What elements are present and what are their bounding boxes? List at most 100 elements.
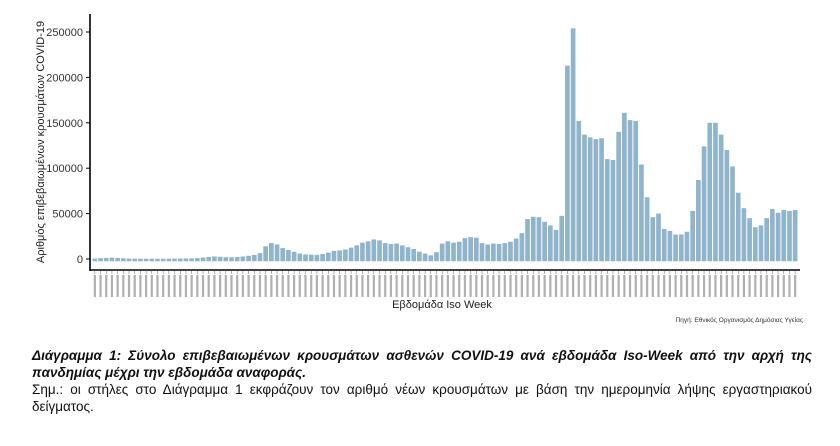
x-tick-label-blur — [611, 275, 615, 297]
x-tick-label-blur — [560, 275, 563, 297]
bar — [331, 250, 337, 262]
x-tick-label-blur — [372, 275, 375, 297]
x-tick-label-blur — [651, 275, 654, 297]
x-tick-label-blur — [452, 275, 455, 297]
bar — [166, 258, 172, 262]
bar — [206, 257, 212, 262]
bar — [701, 146, 707, 262]
x-tick-label-blur — [127, 275, 131, 297]
bar — [565, 65, 570, 262]
bar — [502, 243, 508, 262]
bar — [730, 166, 735, 262]
x-tick-label-blur — [685, 275, 689, 297]
bar — [707, 122, 713, 262]
bar — [365, 241, 371, 262]
bar — [462, 238, 468, 262]
y-tick-label: 250000 — [46, 27, 83, 39]
bar — [314, 254, 320, 262]
x-tick-label-blur — [179, 275, 182, 297]
bar — [718, 134, 724, 262]
bar — [485, 244, 491, 262]
x-tick-label-blur — [617, 275, 620, 297]
figure-caption: Διάγραμμα 1: Σύνολο επιβεβαιωμένων κρουσ… — [32, 347, 812, 415]
bar — [320, 254, 325, 262]
bar — [525, 219, 530, 262]
x-tick-label-blur — [196, 275, 199, 297]
bar — [570, 28, 576, 262]
x-tick-label-blur — [702, 275, 706, 297]
bar — [405, 247, 411, 262]
x-tick-label-blur — [133, 275, 136, 297]
bar — [747, 218, 752, 262]
bar — [724, 150, 730, 262]
bar — [280, 248, 286, 262]
x-tick-label-blur — [554, 275, 558, 297]
bar — [382, 243, 388, 262]
x-tick-label-blur — [429, 275, 432, 297]
bar — [394, 243, 399, 262]
bar — [417, 251, 422, 262]
bar — [451, 242, 456, 262]
x-tick-label-blur — [754, 275, 757, 297]
y-tick-label: 200000 — [46, 72, 83, 84]
caption-title: Διάγραμμα 1: Σύνολο επιβεβαιωμένων κρουσ… — [32, 348, 812, 380]
x-tick-label-blur — [105, 275, 108, 297]
bar — [599, 138, 604, 262]
x-tick-label-blur — [395, 275, 398, 297]
x-tick-label-blur — [355, 275, 358, 297]
bar — [92, 258, 98, 262]
bar — [274, 244, 280, 262]
bar — [411, 249, 417, 262]
bar — [473, 237, 479, 262]
bar — [439, 243, 445, 262]
bar — [160, 258, 166, 262]
bar — [713, 122, 718, 262]
x-tick-label-blur — [201, 275, 205, 297]
x-tick-label-blur — [406, 275, 410, 297]
x-tick-label-blur — [224, 275, 227, 297]
covid-weekly-cases-chart: 0 50000 100000 150000 200000 250000 Αριθμός ε… — [35, 14, 803, 324]
x-tick-label-blur — [520, 275, 523, 297]
bar — [183, 258, 189, 262]
x-tick-label-blur — [236, 275, 239, 297]
x-tick-label-blur — [492, 275, 495, 297]
x-tick-label-blur — [321, 275, 324, 297]
x-tick-label-blur — [116, 275, 119, 297]
bar — [696, 180, 701, 262]
bar — [690, 210, 695, 262]
x-tick-label-blur — [509, 275, 512, 297]
caption-note: Σημ.: οι στήλες στο Διάγραμμα 1 εκφράζου… — [32, 382, 812, 414]
x-tick-label-blur — [332, 275, 336, 297]
x-tick-label-blur — [566, 275, 569, 297]
x-tick-label-blur — [264, 275, 267, 297]
bar — [354, 245, 360, 262]
bar — [115, 257, 120, 262]
bar — [479, 243, 485, 262]
bar — [126, 258, 132, 262]
bar — [593, 139, 599, 262]
x-tick-label-blur — [293, 275, 296, 297]
bar — [530, 216, 536, 262]
x-tick-label-blur — [788, 275, 791, 297]
bar — [234, 257, 240, 262]
bar — [627, 120, 633, 262]
x-tick-label-blur — [634, 275, 637, 297]
bar — [223, 257, 229, 262]
x-tick-marks — [93, 271, 797, 297]
x-tick-label-blur — [737, 275, 740, 297]
x-tick-label-blur — [281, 275, 284, 297]
bar — [195, 258, 200, 262]
bar — [741, 208, 747, 262]
bar — [348, 247, 354, 262]
x-tick-label-blur — [287, 275, 290, 297]
bar — [371, 239, 377, 262]
x-tick-label-blur — [628, 275, 632, 297]
bar — [508, 241, 513, 262]
bar — [667, 230, 673, 262]
bar — [132, 258, 138, 262]
x-tick-label-blur — [401, 275, 404, 297]
x-tick-label-blur — [469, 275, 472, 297]
x-tick-label-blur — [503, 275, 506, 297]
bar — [177, 258, 183, 262]
x-tick-label-blur — [298, 275, 301, 297]
